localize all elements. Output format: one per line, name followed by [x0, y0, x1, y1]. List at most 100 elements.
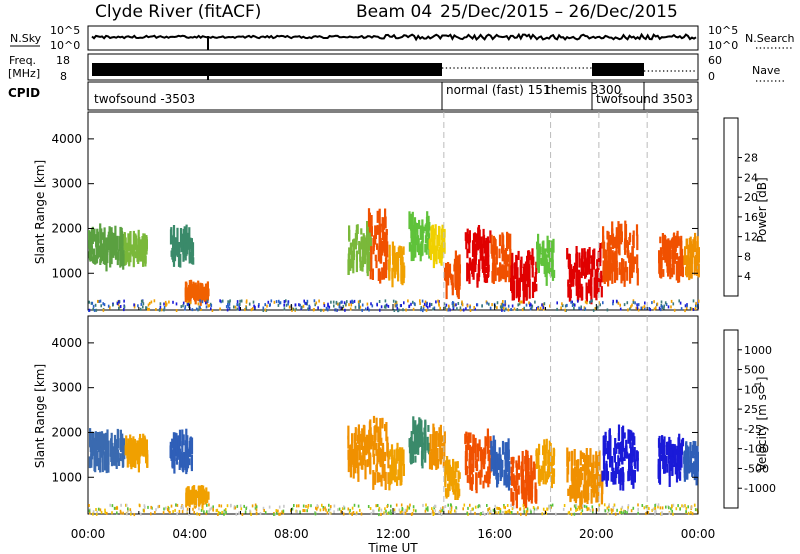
echo-cell [539, 246, 542, 255]
ground-scatter-cell [212, 507, 214, 511]
ground-scatter-cell [203, 510, 205, 514]
ground-scatter-cell [610, 511, 613, 515]
ground-scatter-cell [561, 304, 564, 308]
ground-scatter-cell [442, 506, 444, 510]
ground-scatter-cell [144, 505, 146, 509]
echo-cell [621, 466, 624, 486]
echo-cell [488, 449, 491, 470]
echo-cell [104, 454, 107, 463]
echo-cell [131, 456, 134, 465]
echo-cell [370, 226, 373, 237]
echo-cell [192, 281, 195, 297]
ground-scatter-cell [162, 511, 165, 515]
echo-cell [468, 465, 471, 484]
ground-scatter-cell [229, 299, 231, 303]
ground-scatter-cell [640, 306, 643, 310]
ground-scatter-cell [533, 507, 536, 511]
ground-scatter-cell [351, 512, 353, 516]
ground-scatter-cell [545, 511, 547, 515]
ground-scatter-cell [546, 507, 548, 511]
echo-cell [492, 435, 495, 454]
echo-cell [609, 435, 612, 449]
echo-cell [361, 428, 364, 443]
ground-scatter-cell [648, 507, 650, 511]
echo-cell [515, 254, 518, 267]
echo-cell [357, 434, 360, 444]
ground-scatter-cell [390, 512, 392, 515]
echo-cell [607, 248, 610, 265]
echo-cell [369, 419, 372, 436]
ground-scatter-cell [496, 301, 499, 305]
echo-cell [438, 427, 441, 440]
echo-cell [372, 242, 375, 252]
velocity-echoes [88, 415, 699, 509]
echo-cell [436, 238, 439, 249]
echo-cell [481, 243, 484, 261]
echo-cell [455, 461, 458, 472]
ground-scatter-cell [498, 507, 501, 511]
echo-cell [487, 254, 490, 265]
echo-cell [92, 445, 96, 456]
echo-cell [145, 239, 148, 250]
echo-cell [496, 462, 499, 481]
ground-scatter-cell [320, 308, 322, 312]
echo-cell [421, 219, 424, 232]
ground-scatter-cell [654, 512, 656, 516]
beam-label: Beam 04 [356, 2, 432, 22]
ground-scatter-cell [500, 303, 503, 307]
echo-cell [458, 272, 461, 286]
echo-cell [363, 236, 366, 247]
echo-cell [471, 445, 474, 459]
ground-scatter-cell [143, 504, 146, 508]
colorbar-tick-label: 500 [744, 364, 765, 377]
ground-scatter-cell [193, 510, 195, 514]
ground-scatter-cell [210, 307, 212, 311]
ground-scatter-cell [474, 511, 476, 515]
echo-cell [588, 247, 591, 258]
ground-scatter-cell [249, 509, 251, 513]
echo-cell [663, 436, 666, 447]
echo-cell [349, 258, 352, 271]
ground-scatter-cell [494, 504, 496, 508]
echo-cell [668, 467, 671, 487]
echo-cell [617, 442, 620, 449]
ground-scatter-cell [228, 306, 231, 310]
echo-cell [354, 441, 357, 455]
echo-cell [396, 476, 399, 486]
ground-scatter-cell [504, 303, 506, 307]
ground-scatter-cell [307, 505, 309, 509]
ground-scatter-cell [216, 508, 219, 512]
echo-cell [424, 419, 427, 439]
echo-cell [351, 433, 354, 449]
ground-scatter-cell [649, 308, 651, 312]
ground-scatter-cell [597, 305, 599, 309]
echo-cell [606, 471, 610, 481]
echo-cell [594, 479, 597, 494]
ground-scatter-cell [133, 303, 135, 307]
echo-cell [485, 267, 488, 273]
ground-scatter-cell [592, 508, 594, 512]
ground-scatter-cell [427, 305, 429, 309]
echo-cell [508, 263, 511, 280]
echo-cell [366, 436, 369, 454]
ground-scatter-cell [264, 303, 266, 307]
colorbar-tick-label: -100 [744, 443, 769, 456]
echo-cell [362, 424, 365, 442]
echo-cell [629, 265, 632, 284]
echo-cell [438, 226, 441, 244]
echo-cell [121, 243, 124, 253]
ground-scatter-cell [279, 512, 282, 516]
echo-cell [544, 471, 547, 485]
ground-scatter-cell [330, 505, 332, 509]
echo-cell [521, 273, 524, 283]
ground-scatter-cell [275, 509, 278, 513]
ground-scatter-cell [159, 302, 162, 306]
echo-cell [524, 455, 527, 465]
ground-scatter-cell [531, 304, 534, 308]
echo-cell [373, 436, 376, 451]
ground-scatter-cell [406, 507, 409, 511]
echo-cell [603, 265, 606, 284]
ground-scatter-cell [153, 299, 156, 303]
ground-scatter-cell [181, 510, 184, 514]
